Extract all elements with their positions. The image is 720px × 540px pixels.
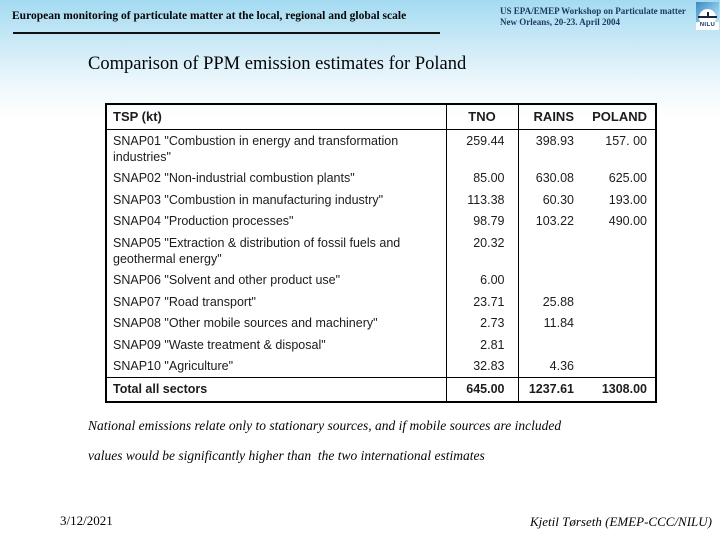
row-label: SNAP03 "Combustion in manufacturing indu… <box>106 189 447 211</box>
workshop-info: US EPA/EMEP Workshop on Particulate matt… <box>500 6 688 28</box>
table-header: TSP (kt) TNO RAINS POLAND <box>106 104 656 130</box>
row-rains: 11.84 <box>543 316 574 330</box>
header-title: European monitoring of particulate matte… <box>12 10 407 22</box>
row-tno: 20.32 <box>446 232 519 270</box>
row-poland: 157. 00 <box>605 133 647 148</box>
table-row: SNAP09 "Waste treatment & disposal" 2.81 <box>106 334 656 356</box>
nilu-logo: NILU <box>696 2 719 30</box>
row-rains <box>518 270 589 292</box>
row-tno: 113.38 <box>446 189 519 211</box>
col-header-tsp: TSP (kt) <box>106 104 447 130</box>
total-tno: 645.00 <box>446 377 519 402</box>
emissions-table-body: SNAP01 "Combustion in energy and transfo… <box>106 129 656 378</box>
total-poland: 1308.00 <box>589 377 656 402</box>
row-label: SNAP02 "Non-industrial combustion plants… <box>106 167 447 189</box>
workshop-line1: US EPA/EMEP Workshop on Particulate matt… <box>500 6 686 16</box>
total-row: Total all sectors 645.00 1237.61 1308.00 <box>106 377 656 402</box>
row-poland <box>589 270 656 292</box>
table-row: SNAP01 "Combustion in energy and transfo… <box>106 129 656 168</box>
row-label: SNAP07 "Road transport" <box>106 291 447 313</box>
row-label: SNAP04 "Production processes" <box>106 210 447 232</box>
row-tno: 2.73 <box>446 312 519 334</box>
row-rains: 4.36 <box>549 359 574 373</box>
row-rains: 25.88 <box>542 294 574 309</box>
table-row: SNAP06 "Solvent and other product use" 6.… <box>106 269 656 292</box>
nilu-logo-image <box>696 2 719 22</box>
emissions-table: TSP (kt) TNO RAINS POLAND SNAP01 "Combus… <box>105 103 657 403</box>
note-line2: values would be significantly higher tha… <box>88 447 485 463</box>
header-underline <box>13 32 440 34</box>
row-poland <box>589 291 656 313</box>
author-credit: Kjetil Tørseth (EMEP-CCC/NILU) <box>530 514 712 529</box>
row-tno: 85.00 <box>446 167 519 189</box>
col-header-rains: RAINS <box>518 104 589 130</box>
row-poland: 193.00 <box>608 192 647 207</box>
workshop-line2: New Orleans, 20-23. April 2004 <box>500 17 620 27</box>
slide-date: 3/12/2021 <box>60 513 113 528</box>
total-label: Total all sectors <box>106 377 447 402</box>
row-rains: 103.22 <box>535 214 574 228</box>
row-tno: 23.71 <box>446 291 519 313</box>
table-row: SNAP10 "Agriculture" 32.83 4.36 <box>106 355 656 378</box>
horizon-line <box>698 16 717 18</box>
emissions-table-container: TSP (kt) TNO RAINS POLAND SNAP01 "Combus… <box>105 103 657 403</box>
row-rains: 398.93 <box>535 133 574 148</box>
table-row: SNAP05 "Extraction & distribution of fos… <box>106 232 656 270</box>
row-rains <box>518 334 589 356</box>
building-icon <box>707 12 709 17</box>
row-tno: 2.81 <box>446 334 519 356</box>
table-row: SNAP02 "Non-industrial combustion plants… <box>106 167 656 189</box>
note-text: National emissions relate only to statio… <box>88 411 678 470</box>
note-line1: National emissions relate only to statio… <box>88 418 562 433</box>
nilu-logo-text: NILU <box>699 22 716 28</box>
row-label: SNAP08 "Other mobile sources and machine… <box>106 312 447 334</box>
table-row: SNAP04 "Production processes" 98.79 103.22… <box>106 210 656 232</box>
row-rains <box>518 232 589 270</box>
row-label: SNAP06 "Solvent and other product use" <box>106 269 447 291</box>
table-row: SNAP03 "Combustion in manufacturing indu… <box>106 189 656 211</box>
row-poland <box>589 313 656 335</box>
row-rains: 60.30 <box>542 192 574 207</box>
row-label: SNAP09 "Waste treatment & disposal" <box>106 334 447 356</box>
row-poland: 625.00 <box>608 171 647 185</box>
row-tno: 98.79 <box>446 210 519 232</box>
row-tno: 6.00 <box>446 269 519 291</box>
table-row: SNAP07 "Road transport" 23.71 25.88 <box>106 291 656 313</box>
row-label: SNAP10 "Agriculture" <box>106 355 447 378</box>
slide-title: Comparison of PPM emission estimates for… <box>88 54 467 74</box>
table-footer: Total all sectors 645.00 1237.61 1308.00 <box>106 377 656 402</box>
header-row: TSP (kt) TNO RAINS POLAND <box>106 104 656 130</box>
table-row: SNAP08 "Other mobile sources and machine… <box>106 312 656 335</box>
col-header-tno: TNO <box>446 104 519 130</box>
row-poland <box>589 356 656 378</box>
row-label: SNAP01 "Combustion in energy and transfo… <box>106 129 447 168</box>
row-tno: 259.44 <box>446 129 519 168</box>
row-poland <box>589 334 656 356</box>
row-poland: 490.00 <box>608 214 647 228</box>
row-label: SNAP05 "Extraction & distribution of fos… <box>106 232 447 270</box>
row-tno: 32.83 <box>446 355 519 378</box>
row-rains: 630.08 <box>535 171 574 185</box>
row-poland <box>589 232 656 270</box>
col-header-poland: POLAND <box>589 104 656 130</box>
total-rains: 1237.61 <box>518 377 589 402</box>
